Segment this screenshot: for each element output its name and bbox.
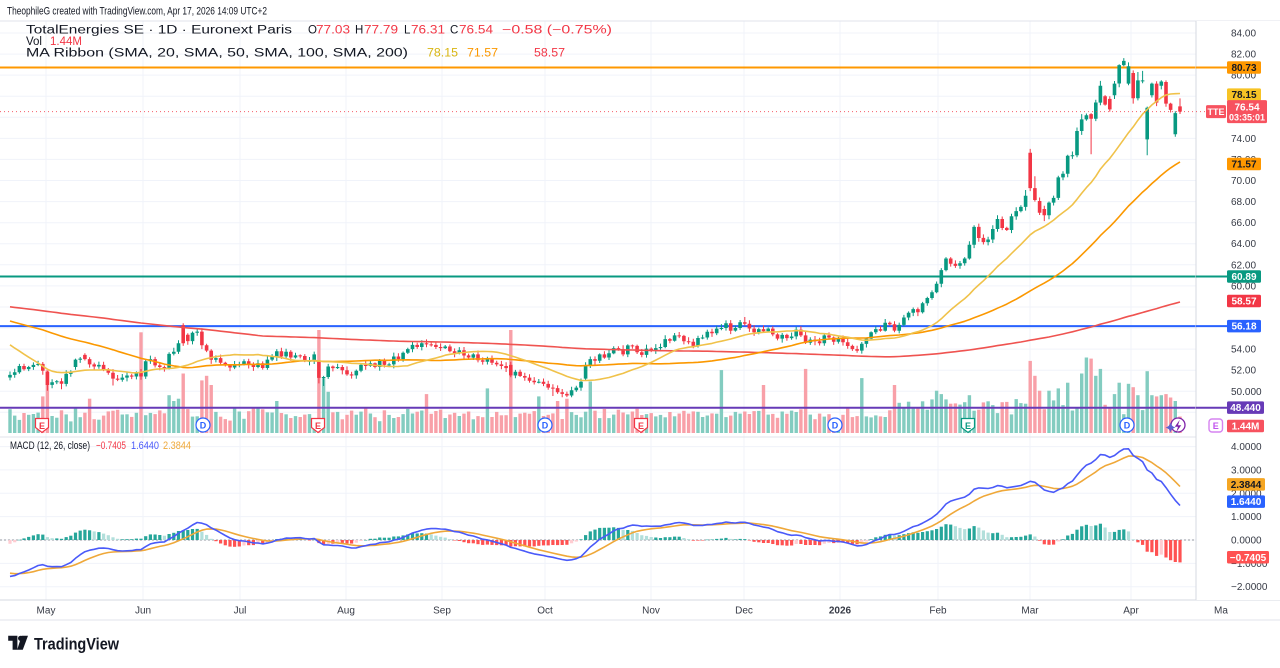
svg-text:1.0000: 1.0000 — [1231, 512, 1262, 523]
svg-text:4.0000: 4.0000 — [1231, 442, 1262, 453]
svg-text:Sep: Sep — [433, 606, 451, 617]
svg-text:70.00: 70.00 — [1231, 176, 1256, 187]
svg-text:74.00: 74.00 — [1231, 134, 1256, 145]
svg-text:Jul: Jul — [234, 606, 247, 617]
svg-text:66.00: 66.00 — [1231, 218, 1256, 229]
svg-text:TradingView: TradingView — [34, 636, 119, 654]
svg-text:80.00: 80.00 — [1231, 71, 1256, 82]
svg-text:Aug: Aug — [337, 606, 355, 617]
svg-text:0.0000: 0.0000 — [1231, 536, 1262, 547]
svg-text:62.00: 62.00 — [1231, 260, 1256, 271]
svg-text:76.31: 76.31 — [411, 25, 445, 37]
svg-text:TotalEnergies SE · 1D · Eurone: TotalEnergies SE · 1D · Euronext Paris — [26, 25, 292, 37]
svg-text:Ma: Ma — [1214, 606, 1228, 617]
svg-text:1.44M: 1.44M — [50, 36, 82, 48]
svg-text:77.03: 77.03 — [316, 25, 350, 37]
svg-text:60.00: 60.00 — [1231, 281, 1256, 292]
svg-text:76.54: 76.54 — [1234, 103, 1259, 114]
svg-text:3.0000: 3.0000 — [1231, 465, 1262, 476]
svg-text:54.00: 54.00 — [1231, 345, 1256, 356]
svg-text:2.3844: 2.3844 — [163, 440, 191, 452]
svg-text:E: E — [965, 421, 971, 431]
svg-text:2.3844: 2.3844 — [1231, 480, 1262, 491]
svg-text:76.54: 76.54 — [459, 25, 494, 37]
svg-text:D: D — [200, 421, 207, 431]
svg-text:E: E — [315, 421, 321, 431]
svg-text:Dec: Dec — [735, 606, 753, 617]
svg-text:Apr: Apr — [1123, 606, 1139, 617]
svg-text:80.73: 80.73 — [1231, 63, 1256, 74]
svg-text:77.79: 77.79 — [364, 25, 398, 37]
svg-text:78.15: 78.15 — [1231, 90, 1256, 101]
svg-text:1.44M: 1.44M — [1232, 422, 1260, 433]
svg-text:D: D — [542, 421, 549, 431]
svg-text:TTE: TTE — [1208, 107, 1225, 117]
svg-text:1.6440: 1.6440 — [131, 440, 159, 452]
svg-text:60.89: 60.89 — [1231, 272, 1256, 283]
svg-text:E: E — [638, 421, 644, 431]
svg-text:Jun: Jun — [135, 606, 151, 617]
svg-text:E: E — [39, 421, 45, 431]
svg-text:MACD (12, 26, close): MACD (12, 26, close) — [10, 440, 90, 452]
svg-text:56.18: 56.18 — [1231, 322, 1256, 333]
svg-text:D: D — [1124, 421, 1131, 431]
svg-text:48.440: 48.440 — [1230, 403, 1261, 414]
svg-text:Feb: Feb — [929, 606, 947, 617]
svg-text:−0.7405: −0.7405 — [1230, 553, 1267, 564]
svg-text:Vol: Vol — [26, 36, 42, 48]
svg-text:50.000: 50.000 — [1231, 387, 1262, 398]
svg-text:2026: 2026 — [829, 606, 852, 617]
svg-text:−1.0000: −1.0000 — [1231, 559, 1268, 570]
svg-text:1.6440: 1.6440 — [1231, 497, 1262, 508]
svg-text:68.00: 68.00 — [1231, 197, 1256, 208]
svg-text:Mar: Mar — [1021, 606, 1039, 617]
svg-text:TheophileG created with Tradin: TheophileG created with TradingView.com,… — [7, 6, 267, 18]
svg-text:03:35:01: 03:35:01 — [1229, 113, 1265, 123]
svg-text:71.57: 71.57 — [1231, 160, 1256, 171]
svg-text:71.57: 71.57 — [467, 48, 498, 60]
svg-text:Nov: Nov — [642, 606, 660, 617]
svg-text:−0.7405: −0.7405 — [96, 440, 126, 452]
svg-text:O: O — [308, 25, 317, 37]
svg-text:2.0000: 2.0000 — [1231, 489, 1262, 500]
svg-text:D: D — [832, 421, 839, 431]
svg-text:Oct: Oct — [537, 606, 553, 617]
svg-text:−2.0000: −2.0000 — [1231, 582, 1268, 593]
svg-text:78.15: 78.15 — [427, 48, 458, 60]
svg-text:52.00: 52.00 — [1231, 366, 1256, 377]
svg-text:82.00: 82.00 — [1231, 50, 1256, 61]
svg-text:C: C — [450, 25, 458, 37]
svg-text:58.57: 58.57 — [1231, 297, 1256, 308]
svg-text:E: E — [1213, 421, 1219, 431]
svg-text:−0.58 (−0.75%): −0.58 (−0.75%) — [502, 25, 612, 37]
svg-text:May: May — [37, 606, 56, 617]
svg-text:64.00: 64.00 — [1231, 239, 1256, 250]
svg-text:58.57: 58.57 — [534, 48, 565, 60]
svg-text:MA Ribbon (SMA, 20, SMA, 50, S: MA Ribbon (SMA, 20, SMA, 50, SMA, 100, S… — [26, 48, 408, 60]
svg-text:L: L — [404, 25, 411, 37]
svg-text:H: H — [355, 25, 363, 37]
svg-text:84.00: 84.00 — [1231, 29, 1256, 40]
